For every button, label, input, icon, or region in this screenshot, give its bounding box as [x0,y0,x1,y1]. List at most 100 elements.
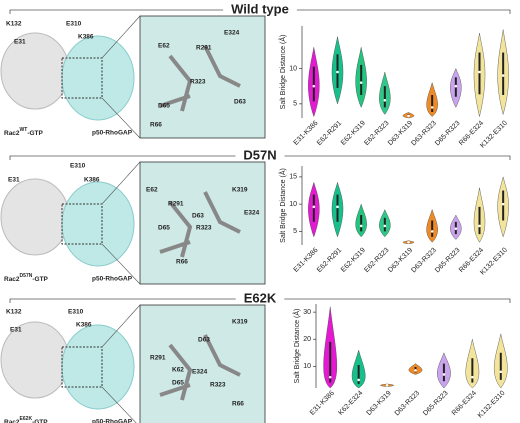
residue-label: K386 [78,34,94,41]
zoom-residue-label: D65 [172,380,184,387]
rac2-variant: D57N [20,273,33,279]
median-dot [454,84,458,88]
rac2-variant: WT [20,127,28,133]
y-tick-label: 30 [303,309,311,316]
zoom-residue-label: R66 [232,401,244,408]
zoom-connector [101,161,141,285]
zoom-residue-label: E62 [158,43,170,50]
residue-label: E310 [68,309,84,316]
median-dot [336,205,339,209]
zoom-residue-label: E324 [192,369,208,376]
rac2-label: Rac2E62K-GTP [4,416,48,423]
x-tick-label: K62-E324 [337,390,364,417]
median-dot [407,114,410,118]
residue-label: K386 [76,322,92,329]
zoom-residue-label: D65 [158,225,170,232]
x-tick-label: R66-E324 [451,390,478,417]
zoom-connector [101,304,141,423]
x-tick-label: D63-K319 [366,390,393,417]
x-tick-label: D65-R323 [434,120,462,148]
median-dot [359,224,363,228]
median-dot [336,70,339,74]
rac2-name: Rac2 [4,419,20,423]
residue-label: K132 [6,309,22,316]
zoom-box [139,15,266,139]
header-rule [9,9,511,14]
rhogap-structure [61,324,135,410]
header-rule [9,155,511,160]
residue-sticks [159,191,241,258]
residue-label: E31 [10,327,22,334]
x-tick-label: E62-R291 [316,247,343,274]
residue-label: E310 [70,163,86,170]
zoom-residue-label: R291 [150,355,166,362]
y-tick-label: 5 [293,101,297,108]
median-dot [414,369,417,372]
y-tick-label: 20 [303,336,311,343]
residue-label: K386 [84,177,100,184]
y-tick-label: 15 [289,174,297,181]
y-tick-label: 10 [303,363,311,370]
rac2-structure [0,32,70,110]
median-dot [383,99,387,102]
x-tick-label: D65-R323 [422,390,450,418]
rhogap-label: p50-RhoGAP [92,276,133,283]
median-dot [454,227,458,230]
median-dot [501,202,505,206]
zoom-connector [101,15,141,139]
rhogap-structure [61,35,135,121]
rac2-label: Rac2D57N-GTP [4,273,49,282]
zoom-residue-label: K319 [232,319,248,326]
x-tick-label: K132-E310 [477,390,507,420]
median-dot [385,383,389,387]
y-tick-label: 10 [289,65,297,72]
rhogap-structure [61,181,135,267]
residue-label: E310 [66,21,82,28]
zoom-residue-label: R291 [168,201,184,208]
panel-title: E62K [244,290,277,305]
zoom-residue-label: R66 [176,259,188,266]
zoom-region [61,57,103,99]
zoom-residue-label: R323 [190,79,206,86]
rac2-name: Rac2 [4,276,20,283]
panel-title: D57N [243,147,276,162]
residue-label: E31 [14,39,26,46]
rac2-suffix: -GTP [32,276,48,283]
median-dot [430,106,434,109]
rac2-name: Rac2 [4,130,20,137]
rhogap-label: p50-RhoGAP [92,419,133,423]
residue-sticks [159,334,241,401]
median-dot [407,240,410,244]
y-axis-title: Salt Bridge Distance (Å) [292,309,301,384]
y-axis-title: Salt Bridge Distance (Å) [278,35,287,110]
rac2-suffix: -GTP [32,419,48,423]
zoom-region [61,346,103,388]
median-dot [499,370,503,374]
residue-label: E31 [8,177,20,184]
header-rule [9,298,511,303]
zoom-residue-label: E324 [244,210,260,217]
x-tick-label: D63-R323 [394,390,422,418]
median-dot [442,373,446,376]
x-tick-label: E62-R291 [316,120,343,147]
y-axis-title: Salt Bridge Distance (Å) [278,168,287,243]
zoom-residue-label: K319 [232,187,248,194]
median-dot [357,378,360,382]
median-dot [328,375,332,379]
zoom-residue-label: D65 [158,103,170,110]
median-dot [383,224,387,228]
zoom-residue-label: R291 [196,45,212,52]
median-dot [312,84,316,88]
median-dot [359,81,363,84]
zoom-region [61,203,103,245]
residue-sticks [159,45,241,112]
panel-title: Wild type [231,1,289,16]
zoom-box [139,161,266,285]
rac2-label: Rac2WT-GTP [4,127,44,136]
x-tick-label: E31-K386 [309,390,336,417]
rac2-variant: E62K [20,416,33,422]
x-tick-label: D65-R323 [434,247,462,275]
residue-label: K132 [6,21,22,28]
median-dot [478,70,481,74]
